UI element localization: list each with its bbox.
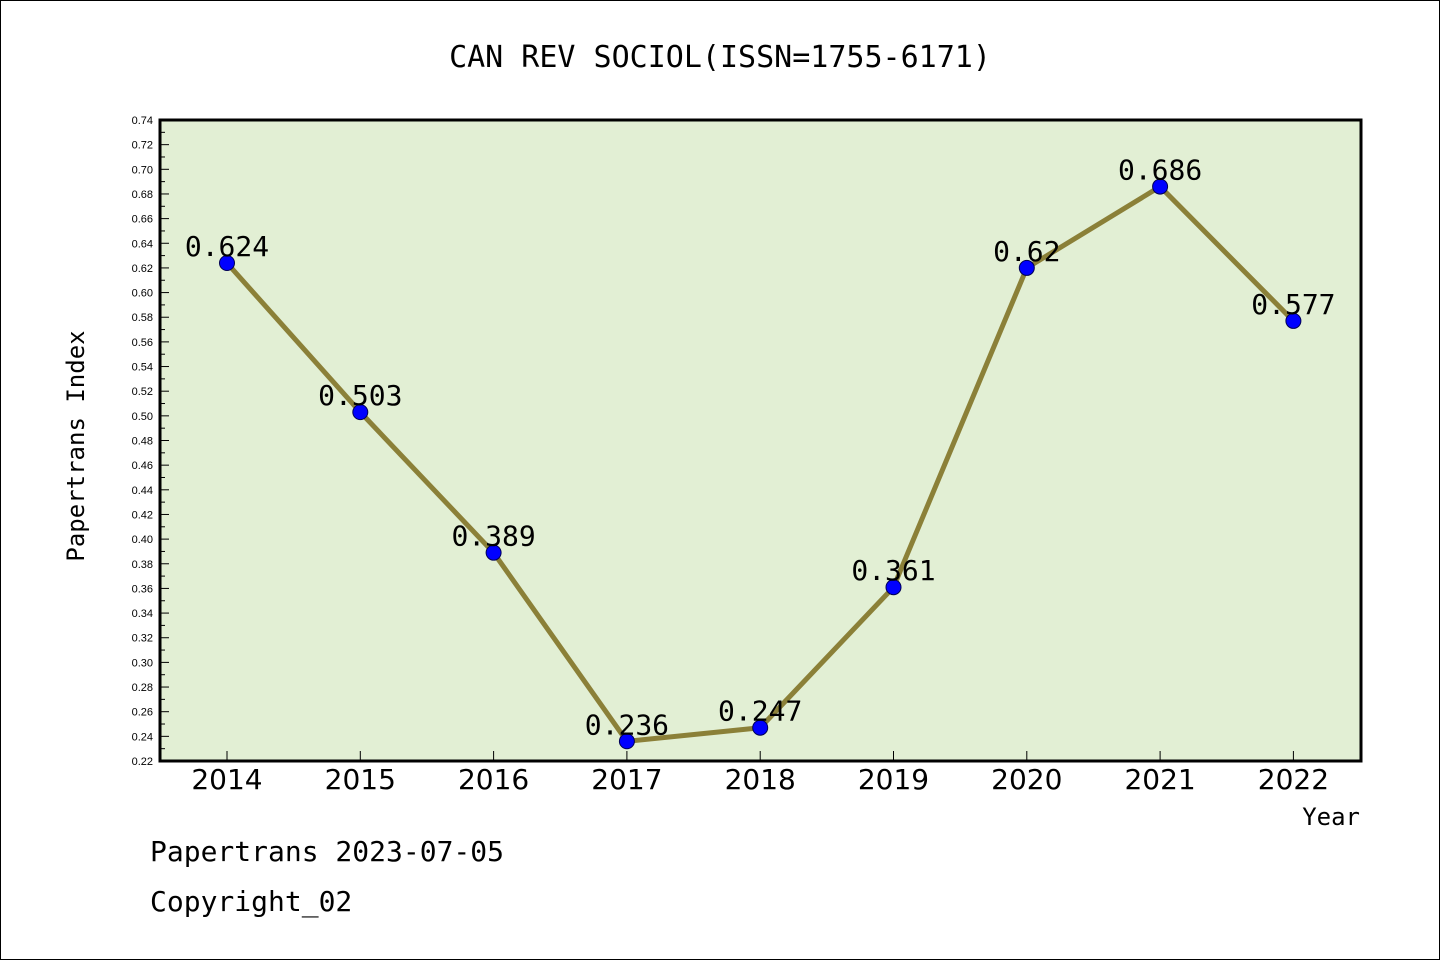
data-point-marker	[885, 579, 902, 596]
y-tick-label: 0.74	[132, 115, 153, 127]
data-point-marker	[1152, 178, 1169, 195]
data-point-label: 0.577	[1251, 288, 1335, 321]
y-tick-label: 0.30	[132, 657, 153, 669]
data-point-marker	[618, 733, 635, 750]
chart-title: CAN REV SOCIOL(ISSN=1755-6171)	[449, 40, 991, 75]
y-tick-label: 0.36	[132, 583, 153, 595]
y-tick-label: 0.56	[132, 337, 153, 349]
y-tick-label: 0.46	[132, 460, 153, 472]
data-point-marker	[485, 544, 502, 561]
x-tick-label: 2017	[591, 763, 662, 796]
y-tick-label: 0.34	[132, 608, 153, 620]
data-point-marker	[219, 254, 235, 271]
y-tick-label: 0.28	[132, 682, 153, 694]
x-tick-label: 2014	[191, 763, 262, 796]
y-tick-label: 0.24	[132, 731, 153, 743]
data-point-label: 0.62	[993, 235, 1060, 268]
x-tick-label: 2022	[1258, 763, 1329, 796]
data-point-marker	[1285, 312, 1302, 329]
data-point-label: 0.247	[718, 695, 802, 728]
data-point-label: 0.686	[1118, 154, 1202, 187]
y-tick-label: 0.62	[132, 263, 153, 275]
data-point-label: 0.624	[185, 230, 269, 263]
x-tick-label: 2016	[458, 763, 529, 796]
y-tick-label: 0.48	[132, 436, 153, 448]
plot-area	[158, 118, 1363, 763]
data-point-label: 0.236	[585, 708, 669, 741]
y-tick-label: 0.64	[132, 238, 153, 250]
x-tick-label: 2020	[991, 763, 1062, 796]
y-tick-label: 0.52	[132, 386, 153, 398]
y-tick-label: 0.68	[132, 189, 153, 201]
y-tick-label: 0.42	[132, 509, 153, 521]
y-tick-label: 0.26	[132, 707, 153, 719]
x-axis-label: Year	[1302, 803, 1360, 831]
x-tick-label: 2021	[1124, 763, 1195, 796]
y-tick-label: 0.32	[132, 633, 153, 645]
y-tick-label: 0.50	[132, 411, 153, 423]
x-tick-label: 2015	[325, 763, 396, 796]
y-tick-label: 0.22	[132, 756, 153, 768]
y-tick-label: 0.44	[132, 485, 153, 497]
y-tick-label: 0.72	[132, 140, 153, 152]
data-point-label: 0.503	[318, 379, 402, 412]
y-tick-label: 0.58	[132, 312, 153, 324]
data-point-marker	[352, 404, 369, 421]
footer-date-text: Papertrans 2023-07-05	[150, 835, 505, 868]
data-markers	[219, 178, 1302, 750]
x-tick-label: 2018	[725, 763, 796, 796]
x-tick-label: 2019	[858, 763, 929, 796]
data-point-label: 0.361	[851, 554, 935, 587]
y-tick-label: 0.54	[132, 362, 153, 374]
data-point-marker	[1018, 259, 1035, 276]
footer-copyright-text: Copyright_02	[150, 885, 353, 918]
data-point-marker	[752, 719, 769, 736]
data-labels: 0.624 0.503 0.389 0.236 0.247 0.361 0.62 0.686 0…	[185, 154, 1336, 742]
y-axis-label: Papertrans Index	[62, 330, 90, 561]
y-tick-label: 0.66	[132, 214, 153, 226]
x-axis-ticks: 2014 2015 2016 2017 2018 2019 2020 2021 2022	[191, 751, 1329, 796]
y-axis-ticks: 0.22 0.24 0.26 0.28 0.30 0.32 0.34 0.36 0.38 0.40…	[132, 115, 169, 768]
y-tick-label: 0.38	[132, 559, 153, 571]
y-tick-label: 0.70	[132, 164, 153, 176]
data-point-label: 0.389	[451, 520, 535, 553]
y-tick-label: 0.40	[132, 534, 153, 546]
y-tick-label: 0.60	[132, 288, 153, 300]
